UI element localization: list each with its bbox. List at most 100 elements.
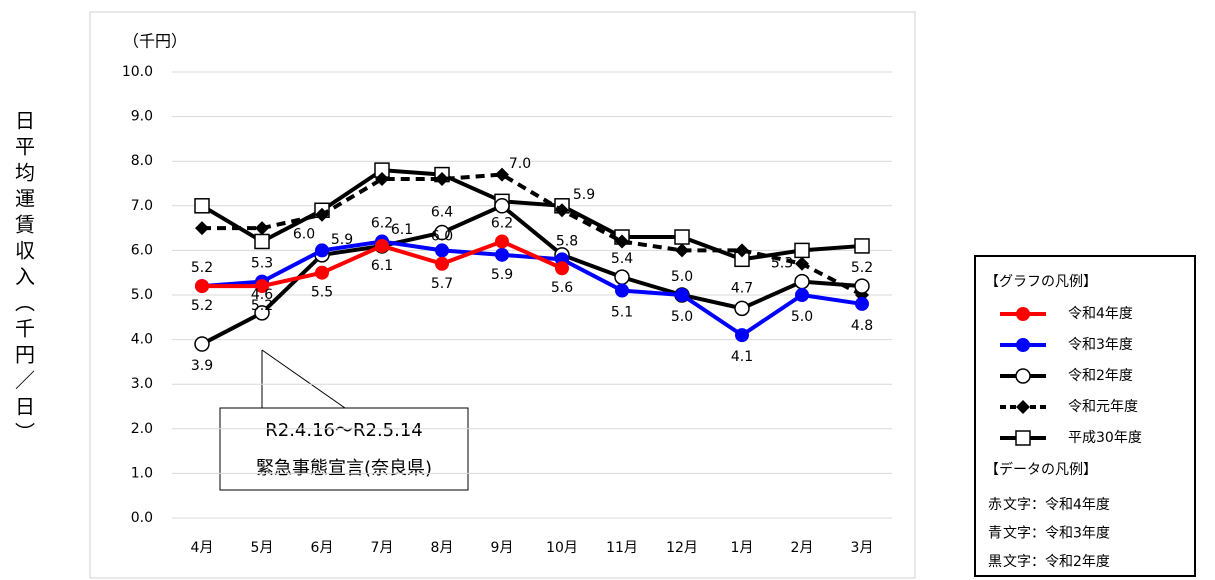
data-label: 6.2 xyxy=(491,215,513,231)
data-label: 6.1 xyxy=(391,222,413,238)
point xyxy=(854,238,870,254)
data-label: 5.5 xyxy=(311,285,333,301)
legend-label: 平成30年度 xyxy=(1068,430,1142,446)
legend-label: 令和3年度 xyxy=(1068,337,1133,353)
data-label: 3.9 xyxy=(191,358,213,374)
point xyxy=(795,256,809,271)
annotation-text: 緊急事態宣言(奈良県) xyxy=(256,458,432,479)
x-tick-label: 11月 xyxy=(606,540,638,556)
data-legend-text: 文字：令和3年度 xyxy=(1003,526,1110,542)
y-tick-label: 3.0 xyxy=(131,376,153,392)
point xyxy=(674,229,690,245)
y-tick-label: 5.0 xyxy=(131,287,153,303)
data-label: 5.1 xyxy=(611,305,633,321)
point xyxy=(795,288,809,302)
legend-marker xyxy=(1016,307,1030,321)
series-line xyxy=(201,203,863,346)
data-legend-text: 文字：令和2年度 xyxy=(1003,554,1110,570)
y-tick-label: 8.0 xyxy=(131,153,153,169)
point xyxy=(194,336,210,352)
point xyxy=(315,243,329,258)
x-tick-label: 3月 xyxy=(851,540,874,556)
legend-label: 令和4年度 xyxy=(1068,306,1133,322)
x-tick-label: 5月 xyxy=(251,540,274,556)
data-label: 4.6 xyxy=(251,287,273,303)
data-legend-key: 青 xyxy=(988,526,1002,542)
point xyxy=(555,261,569,276)
data-label: 5.4 xyxy=(611,251,633,267)
point xyxy=(675,243,689,258)
legend-marker xyxy=(1016,338,1030,352)
data-label: 4.1 xyxy=(731,349,753,365)
point xyxy=(435,256,449,271)
point xyxy=(254,233,270,250)
point xyxy=(735,243,749,258)
point xyxy=(375,172,389,187)
point xyxy=(615,283,629,298)
data-label: 5.8 xyxy=(556,233,578,249)
data-label: 5.2 xyxy=(851,260,873,276)
point xyxy=(854,278,870,294)
y-tick-label: 9.0 xyxy=(131,109,153,125)
series-line xyxy=(202,172,863,297)
y-tick-label: 1.0 xyxy=(131,465,153,481)
series xyxy=(195,234,869,343)
point xyxy=(315,265,329,280)
y-tick-label: 7.0 xyxy=(131,198,153,214)
x-tick-label: 8月 xyxy=(431,540,454,556)
data-label: 4.7 xyxy=(731,280,753,296)
legend-title: 【グラフの凡例】 xyxy=(985,274,1097,290)
legend-box xyxy=(974,255,1196,577)
data-label: 6.0 xyxy=(431,228,453,244)
y-unit: （千円） xyxy=(123,32,187,51)
y-tick-label: 2.0 xyxy=(131,421,153,437)
data-label: 6.1 xyxy=(371,258,393,274)
point xyxy=(315,207,329,222)
data-label: 5.3 xyxy=(251,256,273,272)
legend-marker xyxy=(1015,368,1031,384)
point xyxy=(794,273,810,290)
data-label: 7.0 xyxy=(509,156,531,172)
point xyxy=(495,167,509,182)
point xyxy=(435,243,449,258)
legend-label: 令和元年度 xyxy=(1068,399,1138,415)
point xyxy=(494,198,510,214)
point xyxy=(194,198,210,214)
y-tick-label: 4.0 xyxy=(131,332,153,348)
y-axis-title: 日平均運賃収入（千円／日） xyxy=(12,110,36,448)
series xyxy=(195,167,869,302)
point xyxy=(254,305,270,321)
data-legend-key: 黒 xyxy=(988,554,1002,570)
point xyxy=(255,279,269,294)
data-label: 4.8 xyxy=(851,318,873,334)
y-tick-label: 0.0 xyxy=(131,510,153,526)
point xyxy=(195,221,209,236)
point xyxy=(555,203,569,218)
point xyxy=(615,234,629,249)
legend-marker xyxy=(1015,430,1031,446)
data-label: 5.0 xyxy=(671,309,693,325)
data-label: 5.9 xyxy=(573,187,595,203)
data-legend-key: 赤 xyxy=(988,497,1002,513)
x-tick-label: 2月 xyxy=(791,540,814,556)
data-label: 5.7 xyxy=(431,276,453,292)
point xyxy=(495,234,509,249)
x-tick-label: 6月 xyxy=(311,540,334,556)
annotation-text: R2.4.16～R2.5.14 xyxy=(265,420,423,441)
point xyxy=(435,172,449,187)
series xyxy=(195,234,569,294)
data-legend-text: 文字：令和4年度 xyxy=(1003,497,1110,513)
legend-label: 令和2年度 xyxy=(1068,368,1133,384)
y-tick-label: 6.0 xyxy=(131,242,153,258)
data-label: 5.2 xyxy=(251,298,273,314)
callout-line xyxy=(261,349,346,409)
data-label: 5.2 xyxy=(191,298,213,314)
x-tick-label: 1月 xyxy=(731,540,754,556)
data-label: 5.9 xyxy=(331,232,353,248)
annotation-box xyxy=(219,407,469,491)
point xyxy=(255,221,269,236)
point xyxy=(495,247,509,262)
x-tick-label: 4月 xyxy=(191,540,214,556)
legend-marker xyxy=(1016,400,1030,414)
